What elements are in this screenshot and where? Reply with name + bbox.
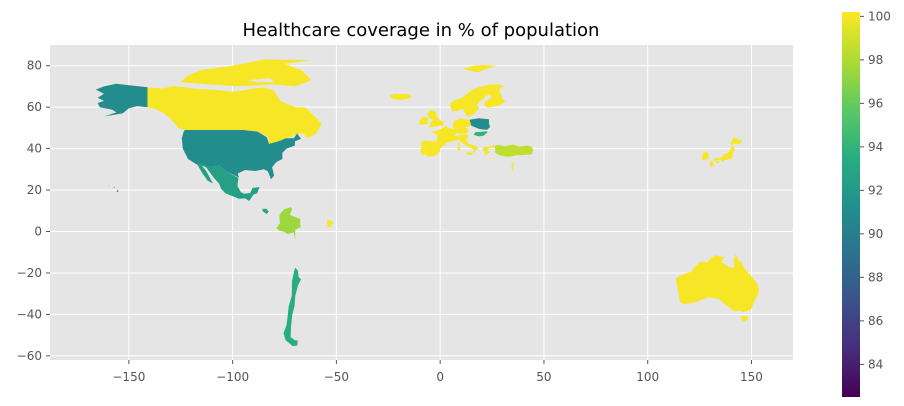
y-tick-label: −40 — [17, 307, 42, 321]
y-tick-label: 60 — [27, 100, 42, 114]
region-japan: Japan — [709, 137, 742, 168]
region-turkey: Turkey — [494, 144, 534, 157]
region-finland: Finland — [482, 88, 506, 108]
y-tick-label: 20 — [27, 183, 42, 197]
region-italy: Italy — [454, 134, 479, 156]
x-tick-label: 50 — [536, 370, 551, 384]
region-ireland: Ireland — [419, 117, 428, 125]
x-tick-label: 150 — [740, 370, 763, 384]
region-hungary: Hungary — [473, 131, 488, 137]
region-france: France — [430, 125, 460, 146]
region-mexico: Mexico — [197, 163, 260, 201]
x-tick-label: 100 — [636, 370, 659, 384]
colorbar-tick-label: 94 — [868, 140, 883, 154]
region-united-kingdom: United Kingdom — [427, 110, 444, 128]
x-tick-label: −50 — [324, 370, 349, 384]
y-tick-label: −20 — [17, 266, 42, 280]
x-axis: −150 −100 −50 0 50 100 150 — [112, 360, 763, 384]
map-regions: CanadaUnited StatesMexicoCosta Rica Colom… — [95, 59, 759, 347]
x-tick-label: −100 — [216, 370, 249, 384]
region-costa-rica: Costa Rica — [262, 208, 269, 215]
colorbar-tick-label: 84 — [868, 357, 883, 371]
colorbar-tick-label: 100 — [868, 9, 891, 23]
region-australia: Australia — [675, 253, 759, 322]
region-french-guiana: French Guiana — [327, 219, 334, 228]
colorbar-tick-label: 90 — [868, 227, 883, 241]
region-germany: Germany — [452, 117, 472, 134]
grid-lines — [50, 45, 793, 360]
colorbar-tick-label: 98 — [868, 53, 883, 67]
region-norway: Norway — [450, 84, 505, 112]
region-greece: Greece — [482, 145, 495, 160]
colorbar-tick-label: 88 — [868, 270, 883, 284]
y-tick-label: −60 — [17, 349, 42, 363]
region-chile: Chile — [283, 267, 302, 347]
y-axis: −60 −40 −20 0 20 40 60 80 — [17, 59, 50, 363]
y-tick-label: 0 — [34, 225, 42, 239]
region-svalbard: Svalbard — [463, 65, 497, 73]
colorbar-tick-label: 86 — [868, 314, 883, 328]
region-south-korea: South Korea — [701, 151, 709, 160]
region-portugal: Portugal — [420, 144, 426, 155]
region-united-states: United States — [95, 83, 302, 193]
colorbar-tick-label: 92 — [868, 183, 883, 197]
region-israel: Israel — [511, 162, 515, 171]
y-tick-label: 40 — [27, 142, 42, 156]
region-canada: Canada — [147, 59, 322, 144]
region-poland: Poland — [469, 118, 490, 130]
region-sweden: Sweden — [463, 88, 490, 117]
chart-title: Healthcare coverage in % of population — [243, 20, 600, 41]
colorbar — [842, 12, 860, 397]
region-colombia: Colombia — [276, 207, 301, 241]
region-iceland: Iceland — [389, 93, 413, 101]
colorbar-tick-label: 96 — [868, 96, 883, 110]
x-tick-label: 0 — [436, 370, 444, 384]
y-tick-label: 80 — [27, 59, 42, 73]
x-tick-label: −150 — [112, 370, 145, 384]
colorbar-ticks: 84 86 88 90 92 94 96 98 100 — [860, 9, 891, 371]
region-spain: Spain — [420, 140, 447, 157]
